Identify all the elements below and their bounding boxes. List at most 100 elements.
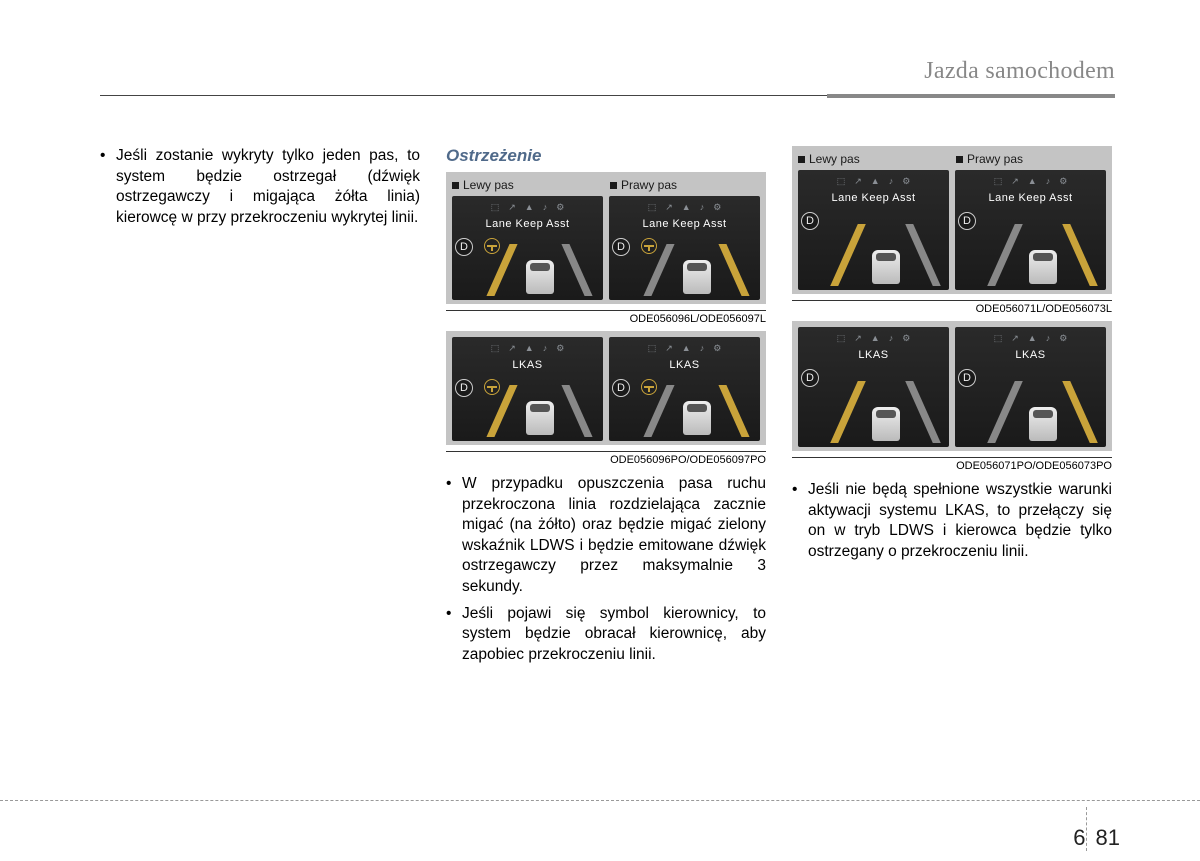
tab-icon: ⬚	[994, 333, 1003, 344]
cluster-labels: Lewy pas Prawy pas	[798, 152, 1106, 166]
bullet-dot: •	[446, 604, 462, 666]
tab-icon: ♪	[700, 343, 705, 354]
tab-icon: ↗	[665, 202, 673, 213]
tab-icon: ⚙	[902, 333, 910, 344]
tab-icon: ♪	[700, 202, 705, 213]
lane-right-yellow	[1062, 381, 1098, 443]
gear-d-icon: D	[612, 238, 630, 256]
figure-code: ODE056096PO/ODE056097PO	[446, 451, 766, 466]
dashboard-display-left: D ⬚↗▲♪⚙ LKAS	[798, 327, 949, 447]
dashboard-display-right: D ⬚↗▲♪⚙ LKAS	[609, 337, 760, 441]
square-icon	[798, 156, 805, 163]
tab-icon: ↗	[508, 343, 516, 354]
dashboard-display-right: D ⬚↗▲♪⚙ Lane Keep Asst	[955, 170, 1106, 290]
tab-icon: ⬚	[648, 343, 657, 354]
car-icon	[1029, 250, 1057, 284]
cluster-bottom-col2: D ⬚↗▲♪⚙ LKAS D ⬚↗▲♪⚙ LKAS	[446, 331, 766, 445]
car-icon	[683, 260, 711, 294]
road-graphic	[484, 236, 595, 296]
top-icon-row: ⬚↗▲♪⚙	[452, 343, 603, 354]
dashboard-display-right: D ⬚↗▲♪⚙ LKAS	[955, 327, 1106, 447]
figure-code: ODE056071PO/ODE056073PO	[792, 457, 1112, 472]
column-2: Ostrzeżenie Lewy pas Prawy pas D ⬚↗▲♪⚙ L…	[446, 146, 766, 665]
column-3: Lewy pas Prawy pas D ⬚↗▲♪⚙ Lane Keep Ass…	[792, 146, 1112, 665]
gear-d-icon: D	[801, 369, 819, 387]
header-rule	[100, 94, 1115, 96]
tab-icon: ⚙	[556, 343, 564, 354]
cluster-bottom-col3: D ⬚↗▲♪⚙ LKAS D ⬚↗▲♪⚙ LKAS	[792, 321, 1112, 451]
car-icon	[683, 401, 711, 435]
lane-right-yellow	[718, 385, 749, 437]
gear-d-icon: D	[455, 379, 473, 397]
left-lane-text: Lewy pas	[809, 152, 860, 166]
tab-icon: ↗	[1011, 333, 1019, 344]
gear-d-icon: D	[612, 379, 630, 397]
col2-body: • W przypadku opuszczenia pasa ruchu prz…	[446, 474, 766, 665]
road-graphic	[641, 377, 752, 437]
label-left-lane: Lewy pas	[798, 152, 948, 166]
tab-icon: ⚙	[713, 343, 721, 354]
col2-bullet-1: • W przypadku opuszczenia pasa ruchu prz…	[446, 474, 766, 598]
tab-icon: ♪	[889, 176, 894, 187]
tab-icon: ⚙	[713, 202, 721, 213]
col3-bullet: • Jeśli nie będą spełnione wszystkie war…	[792, 480, 1112, 562]
lane-left	[643, 244, 674, 296]
dash-row: D ⬚↗▲♪⚙ LKAS D ⬚↗▲♪⚙ LKAS	[798, 327, 1106, 447]
bottom-dashed-rule	[0, 800, 1200, 801]
warning-heading: Ostrzeżenie	[446, 146, 766, 166]
tab-icon: ⬚	[648, 202, 657, 213]
dash-title: Lane Keep Asst	[609, 218, 760, 230]
chapter-number: 6	[1073, 825, 1085, 851]
gear-d-icon: D	[455, 238, 473, 256]
tab-icon: ▲	[525, 202, 534, 213]
dashboard-display-left: D ⬚↗▲♪⚙ Lane Keep Asst	[452, 196, 603, 300]
top-icon-row: ⬚↗▲♪⚙	[798, 176, 949, 187]
tab-icon: ↗	[854, 176, 862, 187]
top-icon-row: ⬚↗▲♪⚙	[609, 202, 760, 213]
tab-icon: ▲	[1028, 333, 1037, 344]
tab-icon: ⬚	[837, 176, 846, 187]
lane-right	[905, 381, 941, 443]
top-icon-row: ⬚↗▲♪⚙	[955, 176, 1106, 187]
page-number: 81	[1096, 825, 1120, 851]
lane-right-yellow	[1062, 224, 1098, 286]
tab-icon: ⚙	[556, 202, 564, 213]
top-icon-row: ⬚↗▲♪⚙	[955, 333, 1106, 344]
dash-row: D ⬚↗▲♪⚙ LKAS D ⬚↗▲♪⚙ LKAS	[452, 337, 760, 441]
tab-icon: ▲	[871, 176, 880, 187]
label-right-lane: Prawy pas	[956, 152, 1106, 166]
content-columns: • Jeśli zostanie wykryty tylko jeden pas…	[100, 146, 1115, 665]
gear-d-icon: D	[801, 212, 819, 230]
tab-icon: ↗	[854, 333, 862, 344]
tab-icon: ♪	[1046, 333, 1051, 344]
figure-code: ODE056096L/ODE056097L	[446, 310, 766, 325]
lane-left	[987, 224, 1023, 286]
tab-icon: ♪	[1046, 176, 1051, 187]
col2-bullet-2: • Jeśli pojawi się symbol kierownicy, to…	[446, 604, 766, 666]
square-icon	[452, 182, 459, 189]
tab-icon: ↗	[665, 343, 673, 354]
dash-title: LKAS	[609, 359, 760, 371]
col2-para1: W przypadku opuszczenia pasa ruchu przek…	[462, 474, 766, 598]
gear-d-icon: D	[958, 369, 976, 387]
car-icon	[872, 250, 900, 284]
left-lane-text: Lewy pas	[463, 178, 514, 192]
car-icon	[872, 407, 900, 441]
tab-icon: ▲	[1028, 176, 1037, 187]
tab-icon: ♪	[889, 333, 894, 344]
tab-icon: ↗	[1011, 176, 1019, 187]
col1-bullet-text: Jeśli zostanie wykryty tylko jeden pas, …	[116, 146, 420, 228]
rule-thin	[100, 95, 827, 96]
road-graphic	[830, 371, 941, 443]
dash-row: D ⬚↗▲♪⚙ Lane Keep Asst D ⬚↗▲♪⚙ Lane Keep…	[798, 170, 1106, 290]
tab-icon: ⚙	[1059, 176, 1067, 187]
lane-left-yellow	[830, 381, 866, 443]
square-icon	[610, 182, 617, 189]
top-icon-row: ⬚↗▲♪⚙	[798, 333, 949, 344]
cluster-top-col2: Lewy pas Prawy pas D ⬚↗▲♪⚙ Lane Keep Ass…	[446, 172, 766, 304]
chapter-title: Jazda samochodem	[100, 58, 1115, 85]
lane-right	[905, 224, 941, 286]
lane-right	[561, 244, 592, 296]
col3-body: • Jeśli nie będą spełnione wszystkie war…	[792, 480, 1112, 562]
tab-icon: ↗	[508, 202, 516, 213]
